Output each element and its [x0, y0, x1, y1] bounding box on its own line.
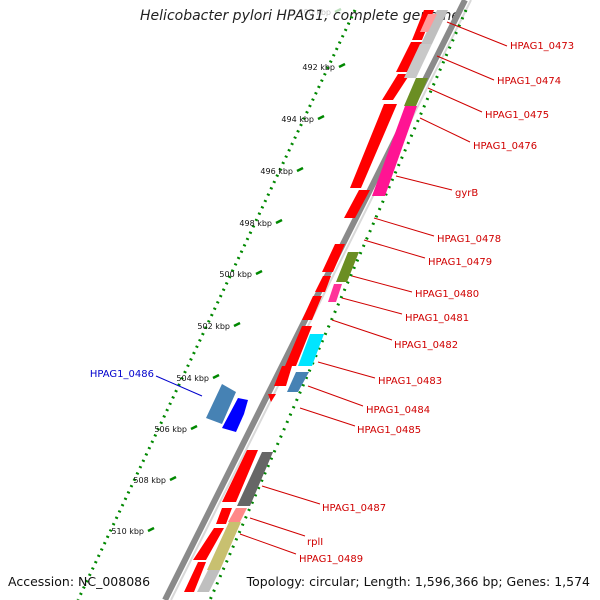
gene-label[interactable]: gyrB	[455, 188, 478, 199]
dark-grey-feature-block[interactable]	[237, 452, 273, 506]
leader-line	[373, 217, 435, 237]
ruler-tick-label: 506 kbp	[154, 425, 187, 434]
gene-arrow[interactable]	[302, 296, 322, 320]
gene-label[interactable]: HPAG1_0481	[405, 313, 469, 324]
leader-line	[351, 275, 413, 293]
magenta-feature-block[interactable]	[328, 284, 342, 302]
gene-arrow[interactable]	[396, 42, 423, 72]
ruler-tick-mark	[317, 114, 325, 121]
gene-label[interactable]: HPAG1_0487	[322, 503, 386, 514]
gene-arrow	[268, 394, 276, 402]
leader-line	[419, 117, 471, 143]
ruler-tick-label: 492 kbp	[302, 63, 335, 72]
leader-line	[239, 533, 297, 555]
ruler-tick-label: 510 kbp	[111, 527, 144, 536]
ruler-tick-label: 504 kbp	[176, 374, 209, 383]
gene-label[interactable]: rplI	[307, 537, 323, 548]
steelblue-feature-block[interactable]	[206, 384, 236, 424]
ruler-tick-mark	[190, 424, 198, 431]
ruler-ticks: 490 kbp 492 kbp 494 kbp 496 kbp 498 kbp 500 k…	[111, 7, 346, 536]
gene-arrow[interactable]	[350, 104, 397, 188]
gene-label[interactable]: HPAG1_0473	[510, 41, 574, 52]
olive-feature-block[interactable]	[336, 252, 359, 282]
grey-feature-block[interactable]	[197, 570, 220, 592]
ruler-tick-mark	[338, 62, 346, 69]
olive-feature-block[interactable]	[404, 78, 428, 106]
leader-line	[307, 385, 364, 407]
cyan-feature-block[interactable]	[298, 334, 324, 366]
forward-strand-features	[184, 10, 434, 592]
gene-label[interactable]: HPAG1_0480	[415, 289, 479, 300]
gene-arrow[interactable]	[216, 508, 232, 524]
gene-arrow[interactable]	[184, 562, 206, 592]
ruler-tick-label: 490 kbp	[298, 8, 331, 17]
gene-label[interactable]: HPAG1_0474	[497, 76, 561, 87]
gene-label[interactable]: HPAG1_0482	[394, 340, 458, 351]
leader-line	[331, 319, 393, 341]
ruler-tick-label: 496 kbp	[260, 167, 293, 176]
grey-feature-block[interactable]	[421, 10, 448, 44]
leader-line	[299, 407, 356, 427]
ruler-tick-mark	[296, 166, 304, 173]
grey-feature-block[interactable]	[404, 44, 432, 78]
leader-line	[317, 361, 376, 379]
gene-label[interactable]: HPAG1_0475	[485, 110, 549, 121]
gene-label[interactable]: HPAG1_0476	[473, 141, 537, 152]
ruler-tick-label: 498 kbp	[239, 219, 272, 228]
label-leader-lines	[155, 21, 508, 555]
gene-label[interactable]: HPAG1_0489	[299, 554, 363, 565]
pink-feature-block[interactable]	[228, 508, 247, 522]
khaki-feature-block[interactable]	[207, 522, 241, 570]
leader-line	[363, 239, 426, 259]
gene-arrow[interactable]	[315, 276, 331, 292]
leader-line	[261, 485, 321, 505]
ruler-tick-label: 502 kbp	[197, 322, 230, 331]
gene-arrow[interactable]	[382, 74, 410, 100]
leader-line	[395, 175, 453, 191]
magenta-feature-block[interactable]	[372, 106, 417, 196]
gene-label[interactable]: HPAG1_0483	[378, 376, 442, 387]
leader-line	[249, 517, 306, 537]
ruler-tick-label: 500 kbp	[219, 270, 252, 279]
gene-arrow[interactable]	[222, 450, 258, 502]
gene-label[interactable]: HPAG1_0484	[366, 405, 430, 416]
leader-line	[446, 21, 508, 47]
ruler-tick-mark	[169, 475, 177, 482]
ruler-tick-mark	[147, 526, 155, 533]
gene-track-dots	[208, 9, 468, 600]
gene-label[interactable]: HPAG1_0486	[90, 369, 154, 380]
ruler-tick-mark	[275, 218, 283, 225]
leader-line	[436, 55, 495, 81]
ruler-tick-mark	[233, 321, 241, 328]
ruler-tick-mark	[255, 269, 263, 276]
gene-labels: HPAG1_0473 HPAG1_0474 HPAG1_0475 HPAG1_0476…	[90, 41, 574, 565]
ruler-tick-mark	[212, 373, 220, 380]
gene-arrow[interactable]	[322, 244, 345, 272]
leader-line	[155, 375, 203, 397]
leader-line	[427, 87, 483, 113]
pink-feature-block[interactable]	[420, 14, 437, 32]
blue-gene-arrow[interactable]	[222, 398, 248, 432]
reverse-strand-features	[197, 10, 448, 592]
leader-line	[341, 297, 403, 315]
accession-text: Accession: NC_008086	[8, 574, 151, 589]
gene-arrow[interactable]	[193, 528, 224, 560]
ruler-tick-label: 494 kbp	[281, 115, 314, 124]
gene-arrow[interactable]	[285, 326, 312, 366]
gene-label[interactable]: HPAG1_0485	[357, 425, 421, 436]
ruler-tick-mark	[334, 7, 342, 14]
gene-arrow[interactable]	[274, 366, 292, 386]
backbone-ring-inner	[170, 0, 472, 600]
map-title: Helicobacter pylori HPAG1, complete geno…	[140, 8, 460, 24]
genome-summary-text: Topology: circular; Length: 1,596,366 bp…	[246, 574, 590, 589]
steelblue-feature-block[interactable]	[287, 372, 309, 392]
gene-label[interactable]: HPAG1_0479	[428, 257, 492, 268]
gene-label[interactable]: HPAG1_0478	[437, 234, 501, 245]
gene-arrow[interactable]	[344, 190, 370, 218]
ruler-tick-label: 508 kbp	[133, 476, 166, 485]
gene-hpag1-0486-features	[206, 384, 248, 432]
